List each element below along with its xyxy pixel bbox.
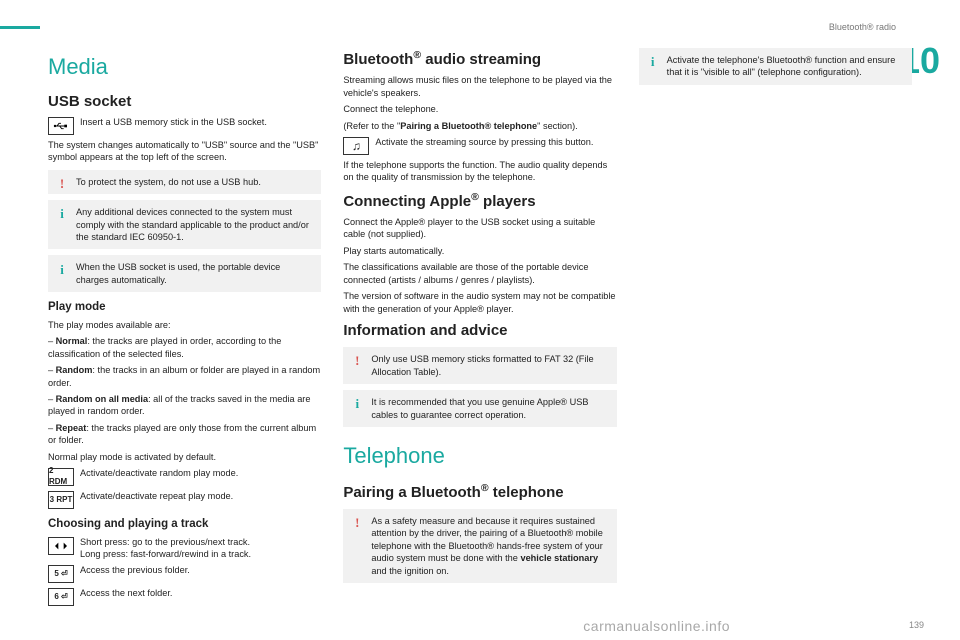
exclamation-icon: ! [349, 515, 365, 531]
info-apple-cable: i It is recommended that you use genuine… [343, 390, 616, 427]
info-bt-visible: i Activate the telephone's Bluetooth® fu… [639, 48, 912, 85]
track-nav-text: Short press: go to the previous/next tra… [80, 536, 321, 561]
play-mode-normal: – Normal: the tracks are played in order… [48, 335, 321, 360]
section-label: Bluetooth® radio [829, 22, 896, 32]
normal-default: Normal play mode is activated by default… [48, 451, 321, 463]
next-folder-icon: 6 ⏎ [48, 588, 74, 606]
next-folder-line: 6 ⏎ Access the next folder. [48, 587, 321, 606]
play-mode-repeat: – Repeat: the tracks played are only tho… [48, 422, 321, 447]
rpt-button-icon: 3 RPT [48, 491, 74, 509]
warning-usb-hub: ! To protect the system, do not use a US… [48, 170, 321, 194]
media-title: Media [48, 52, 321, 82]
info-devices-text: Any additional devices connected to the … [76, 207, 309, 242]
rdm-button-icon: 2 RDM [48, 468, 74, 486]
usb-socket-heading: USB socket [48, 92, 321, 112]
usb-insert-text: Insert a USB memory stick in the USB soc… [80, 116, 321, 128]
usb-icon [48, 117, 74, 135]
info-advice-heading: Information and advice [343, 321, 616, 341]
choosing-track-heading: Choosing and playing a track [48, 517, 321, 533]
info-icon: i [645, 54, 661, 70]
music-note-icon: ♫ [343, 137, 369, 155]
info-icon: i [349, 396, 365, 412]
info-icon: i [54, 261, 70, 277]
exclamation-icon: ! [54, 176, 70, 192]
rpt-text: Activate/deactivate repeat play mode. [80, 490, 321, 502]
play-mode-intro: The play modes available are: [48, 319, 321, 331]
watermark: carmanualsonline.info [583, 618, 730, 634]
usb-insert-line: Insert a USB memory stick in the USB soc… [48, 116, 321, 135]
page-number: 139 [909, 620, 924, 630]
bt-para4: If the telephone supports the function. … [343, 159, 616, 184]
bt-para2: Connect the telephone. [343, 103, 616, 115]
streaming-button-line: ♫ Activate the streaming source by press… [343, 136, 616, 155]
info-apple-cable-text: It is recommended that you use genuine A… [371, 397, 588, 419]
bt-para3: (Refer to the "Pairing a Bluetooth® tele… [343, 120, 616, 132]
play-mode-heading: Play mode [48, 300, 321, 316]
track-nav-line: Short press: go to the previous/next tra… [48, 536, 321, 561]
rdm-text: Activate/deactivate random play mode. [80, 467, 321, 479]
apple-p2: Play starts automatically. [343, 245, 616, 257]
next-folder-text: Access the next folder. [80, 587, 321, 599]
bt-para1: Streaming allows music files on the tele… [343, 74, 616, 99]
info-icon: i [54, 206, 70, 222]
warning-pairing-text: As a safety measure and because it requi… [371, 516, 603, 576]
warning-fat32: ! Only use USB memory sticks formatted t… [343, 347, 616, 384]
info-usb-charge-text: When the USB socket is used, the portabl… [76, 262, 280, 284]
info-devices-standard: i Any additional devices connected to th… [48, 200, 321, 249]
telephone-title: Telephone [343, 441, 616, 471]
pairing-heading: Pairing a Bluetooth® telephone [343, 481, 616, 503]
apple-heading: Connecting Apple® players [343, 190, 616, 212]
page-header: Bluetooth® radio 10 [0, 0, 960, 36]
play-mode-random: – Random: the tracks in an album or fold… [48, 364, 321, 389]
info-usb-charge: i When the USB socket is used, the porta… [48, 255, 321, 292]
bluetooth-streaming-heading: Bluetooth® audio streaming [343, 48, 616, 70]
play-mode-random-all: – Random on all media: all of the tracks… [48, 393, 321, 418]
info-bt-visible-text: Activate the telephone's Bluetooth® func… [667, 55, 896, 77]
accent-line [0, 26, 40, 29]
version-para: The version of software in the audio sys… [343, 290, 616, 315]
streaming-button-text: Activate the streaming source by pressin… [375, 136, 616, 148]
warning-fat32-text: Only use USB memory sticks formatted to … [371, 354, 593, 376]
warning-pairing-safety: ! As a safety measure and because it req… [343, 509, 616, 583]
random-mode-line: 2 RDM Activate/deactivate random play mo… [48, 467, 321, 486]
usb-paragraph: The system changes automatically to "USB… [48, 139, 321, 164]
prev-folder-text: Access the previous folder. [80, 564, 321, 576]
apple-p3: The classifications available are those … [343, 261, 616, 286]
exclamation-icon: ! [349, 353, 365, 369]
page-content: Media USB socket Insert a USB memory sti… [48, 48, 912, 610]
warning-usb-hub-text: To protect the system, do not use a USB … [76, 177, 261, 187]
prev-folder-icon: 5 ⏎ [48, 565, 74, 583]
prev-folder-line: 5 ⏎ Access the previous folder. [48, 564, 321, 583]
prev-next-track-icon [48, 537, 74, 555]
apple-p1: Connect the Apple® player to the USB soc… [343, 216, 616, 241]
repeat-mode-line: 3 RPT Activate/deactivate repeat play mo… [48, 490, 321, 509]
